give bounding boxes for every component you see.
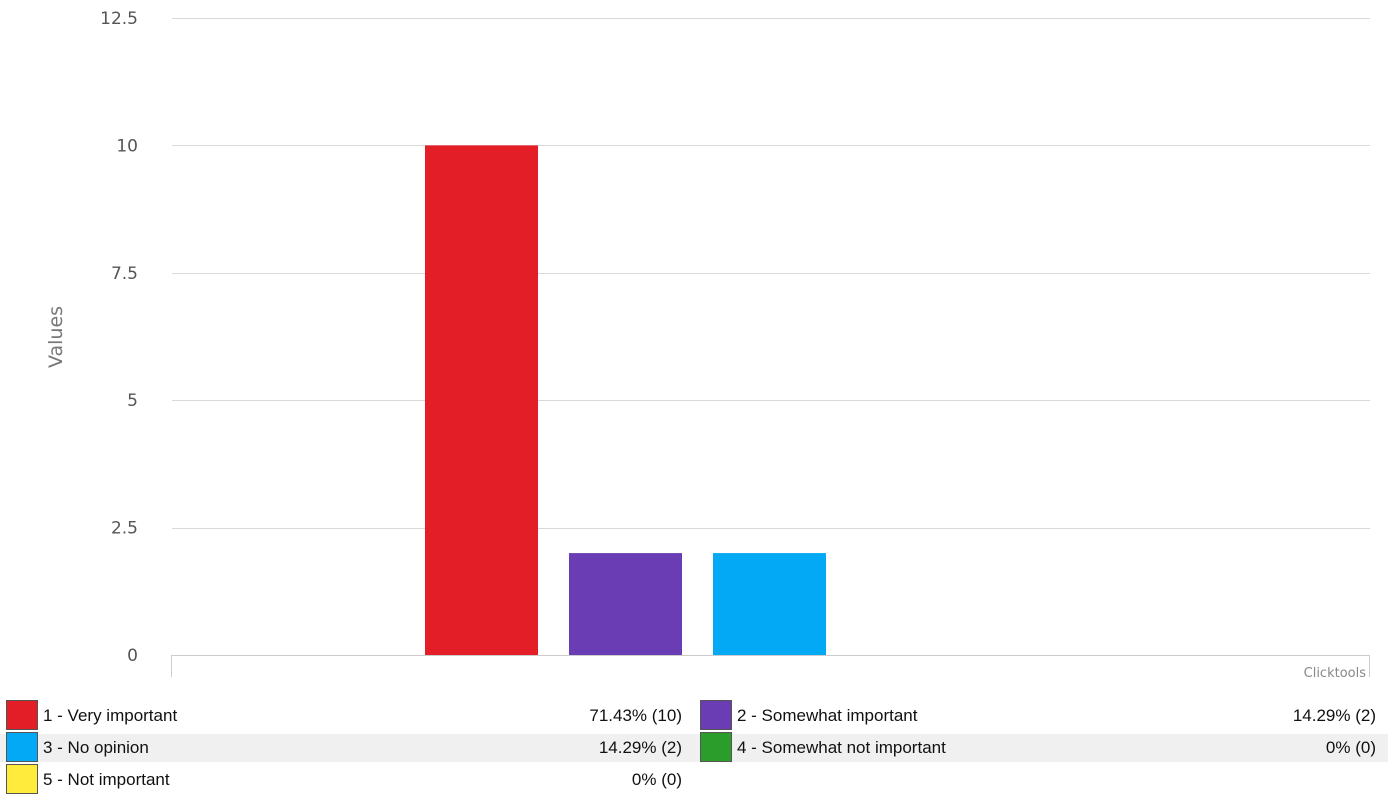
y-axis-title: Values (45, 306, 67, 368)
y-tick-label: 7.5 (111, 264, 138, 284)
y-tick-label: 12.5 (100, 9, 138, 29)
legend-value: 14.29% (2) (1292, 706, 1376, 725)
chart-credit[interactable]: Clicktools (1304, 666, 1367, 681)
legend-label: 2 - Somewhat important (737, 706, 918, 725)
legend-item: 3 - No opinion 14.29% (2) (6, 732, 682, 764)
legend-item: 1 - Very important 71.43% (10) (6, 700, 682, 732)
legend-item: 5 - Not important 0% (0) (6, 764, 682, 796)
bars (425, 145, 826, 655)
y-tick-label: 2.5 (111, 519, 138, 539)
y-tick-label: 0 (127, 646, 138, 666)
legend-swatch (700, 732, 732, 762)
y-tick-label: 5 (127, 391, 138, 411)
bar[interactable] (425, 145, 538, 655)
gridlines (172, 18, 1370, 529)
legend-value: 0% (0) (1325, 738, 1376, 757)
legend-value: 0% (0) (631, 770, 682, 789)
legend-label: 1 - Very important (43, 706, 178, 725)
y-tick-label: 10 (116, 136, 138, 156)
bar-chart: 0 2.5 5 7.5 10 12.5 Values Clicktools (45, 9, 1370, 681)
legend-label: 4 - Somewhat not important (737, 738, 946, 757)
legend-row: 3 - No opinion 14.29% (2) 4 - Somewhat n… (0, 732, 1388, 764)
legend-swatch (6, 732, 38, 762)
bar[interactable] (713, 553, 826, 655)
y-axis-ticks: 0 2.5 5 7.5 10 12.5 (100, 9, 138, 666)
legend-label: 3 - No opinion (43, 738, 149, 757)
legend-row: 1 - Very important 71.43% (10) 2 - Somew… (0, 700, 1388, 732)
legend-item: 4 - Somewhat not important 0% (0) (700, 732, 1376, 764)
legend-swatch (6, 764, 38, 794)
bar[interactable] (569, 553, 682, 655)
legend-swatch (6, 700, 38, 730)
legend-item: 2 - Somewhat important 14.29% (2) (700, 700, 1376, 732)
legend-swatch (700, 700, 732, 730)
legend-value: 14.29% (2) (598, 738, 682, 757)
legend-label: 5 - Not important (43, 770, 170, 789)
legend: 1 - Very important 71.43% (10) 2 - Somew… (0, 700, 1388, 796)
legend-row: 5 - Not important 0% (0) (0, 764, 1388, 796)
legend-value: 71.43% (10) (589, 706, 682, 725)
